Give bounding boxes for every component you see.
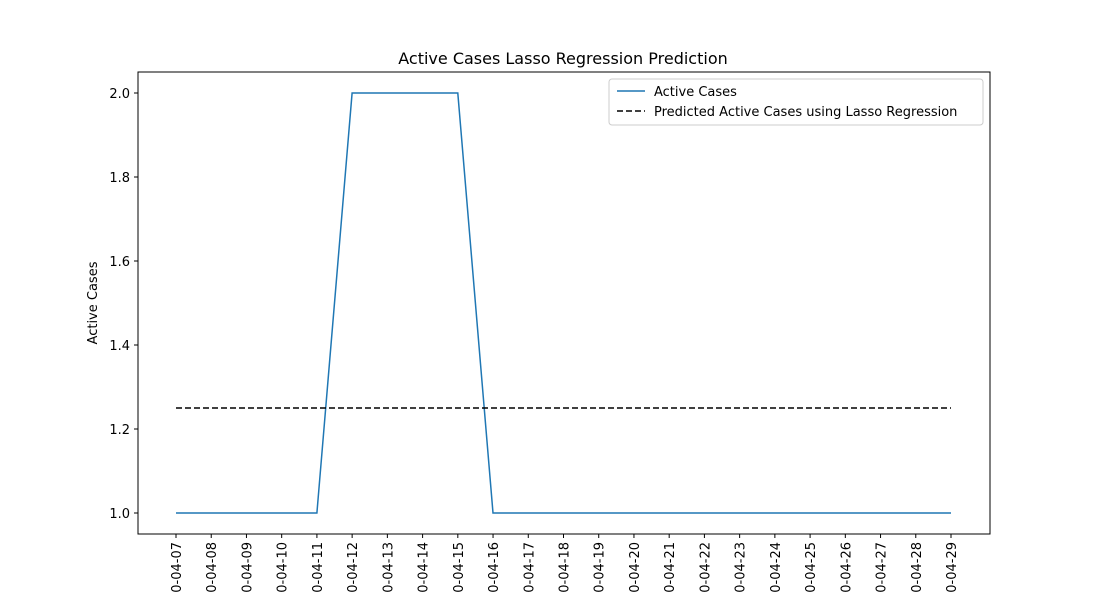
series-layer xyxy=(176,92,951,514)
legend-box xyxy=(608,78,984,126)
x-tick-label-18: 0-04-25 xyxy=(804,542,819,593)
y-ticks: 1.0 1.2 1.4 1.6 1.8 2.0 xyxy=(109,87,138,522)
legend-label-1: Predicted Active Cases using Lasso Regre… xyxy=(654,105,957,120)
x-tick-label-0: 0-04-07 xyxy=(170,542,185,593)
x-tick-label-1: 0-04-08 xyxy=(205,542,220,593)
x-tick-label-20: 0-04-27 xyxy=(875,542,890,593)
chart-title: Active Cases Lasso Regression Prediction xyxy=(398,49,728,68)
y-tick-label-3: 1.6 xyxy=(109,255,130,270)
x-tick-label-13: 0-04-20 xyxy=(628,542,643,593)
y-tick-label-2: 1.4 xyxy=(109,339,130,354)
series-line-0 xyxy=(176,92,951,514)
legend-label-0: Active Cases xyxy=(654,85,737,100)
y-tick-label-1: 1.2 xyxy=(109,423,130,438)
x-tick-label-15: 0-04-22 xyxy=(698,542,713,593)
x-tick-label-4: 0-04-11 xyxy=(311,542,326,593)
x-tick-label-2: 0-04-09 xyxy=(240,542,255,593)
x-tick-label-3: 0-04-10 xyxy=(276,542,291,593)
y-tick-label-0: 1.0 xyxy=(109,507,130,522)
x-tick-label-7: 0-04-14 xyxy=(417,542,432,593)
x-tick-label-11: 0-04-18 xyxy=(558,542,573,593)
x-tick-label-12: 0-04-19 xyxy=(593,542,608,593)
legend: Active Cases Predicted Active Cases using… xyxy=(608,78,984,126)
x-tick-label-17: 0-04-24 xyxy=(769,542,784,593)
x-ticks: 0-04-07 0-04-08 0-04-09 0-04-10 0-04-11 0-04-… xyxy=(170,534,960,593)
x-tick-label-14: 0-04-21 xyxy=(663,542,678,593)
x-tick-label-9: 0-04-16 xyxy=(487,542,502,593)
x-tick-label-19: 0-04-26 xyxy=(839,542,854,593)
x-tick-label-8: 0-04-15 xyxy=(452,542,467,593)
y-tick-label-4: 1.8 xyxy=(109,171,130,186)
y-axis-label: Active Cases xyxy=(86,261,101,344)
x-tick-label-10: 0-04-17 xyxy=(522,542,537,593)
x-tick-label-6: 0-04-13 xyxy=(381,542,396,593)
y-tick-label-5: 2.0 xyxy=(109,87,130,102)
x-tick-label-21: 0-04-28 xyxy=(910,542,925,593)
plot-frame xyxy=(137,71,991,535)
x-tick-label-5: 0-04-12 xyxy=(346,542,361,593)
x-tick-label-16: 0-04-23 xyxy=(734,542,749,593)
x-tick-label-22: 0-04-29 xyxy=(945,542,960,593)
